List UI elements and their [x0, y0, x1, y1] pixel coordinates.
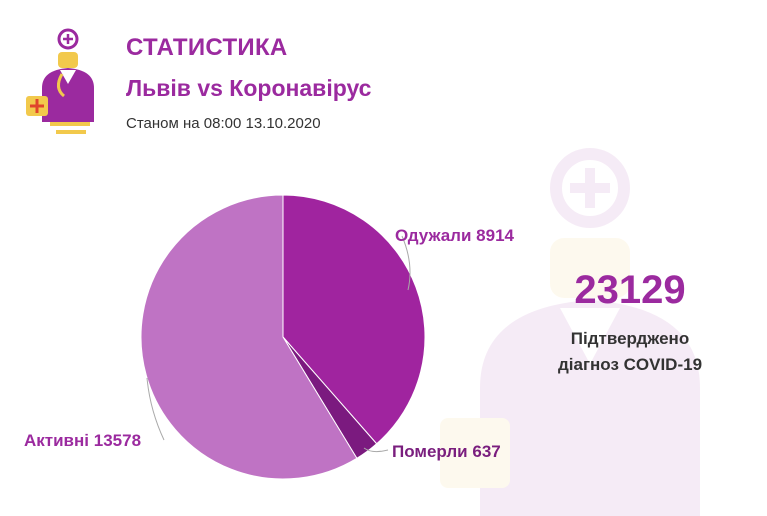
leader-line-active: [146, 377, 165, 441]
doctor-icon: [26, 28, 94, 134]
total-confirmed-number: 23129: [574, 268, 686, 312]
page-title: СТАТИСТИКА: [126, 34, 288, 61]
pie-slice-recovered: [282, 194, 426, 445]
label-deaths: Померли 637: [392, 442, 501, 461]
page-subtitle: Львів vs Коронавірус: [126, 75, 372, 101]
leader-line-deaths: [363, 447, 389, 453]
leader-line-recovered: [401, 235, 411, 291]
caption-line-1: Підтверджено: [570, 329, 690, 348]
label-recovered: Одужали 8914: [395, 226, 515, 245]
watermark-doctor-icon: [440, 148, 700, 516]
total-confirmed-caption: Підтверджено діагноз COVID-19: [535, 326, 725, 378]
pie-slice-active: [140, 194, 358, 480]
report-date: Станом на 08:00 13.10.2020: [126, 115, 321, 132]
label-active: Активні 13578: [24, 431, 141, 450]
caption-line-2: діагноз COVID-19: [557, 355, 703, 374]
